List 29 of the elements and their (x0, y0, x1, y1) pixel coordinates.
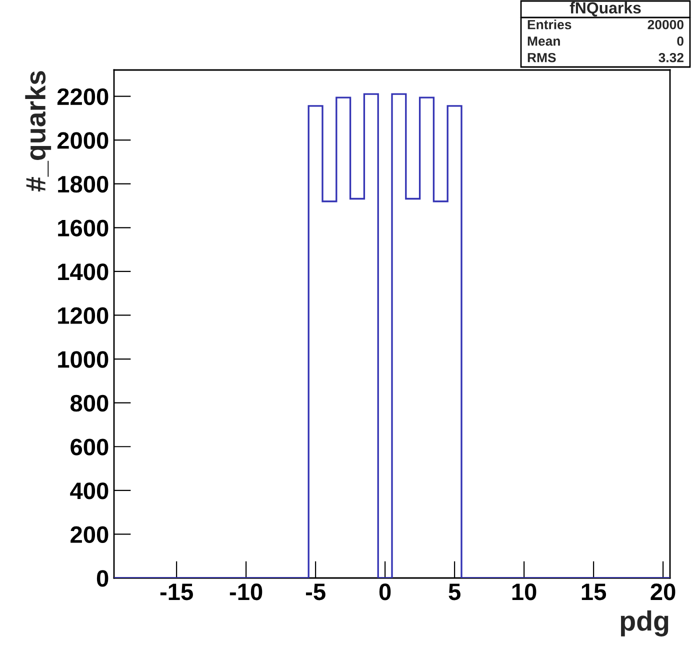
y-tick-label: 0 (96, 570, 108, 587)
y-tick-label: 1400 (58, 264, 108, 280)
x-axis-title: pdg (620, 610, 668, 636)
y-tick-label: 1600 (58, 220, 108, 236)
text: 3.32 (658, 52, 684, 62)
x-tick-label: 5 (448, 584, 460, 600)
y-tick-label: 1000 (58, 351, 108, 368)
y-tick-label: 1800 (58, 176, 108, 193)
x-tick-label: 15 (582, 584, 606, 600)
text: Mean (528, 36, 560, 46)
chart-title: fNQuarks (570, 2, 641, 17)
x-tick-label: -5 (306, 584, 326, 600)
x-tick-label: 20 (650, 583, 676, 600)
x-tick-label: 10 (512, 583, 536, 600)
x-tick-label: -10 (230, 583, 262, 600)
x-tick-label: -15 (160, 584, 193, 600)
text: Entries (528, 20, 572, 30)
y-tick-label: 2000 (57, 132, 108, 149)
y-axis-title: #_quarks (25, 71, 52, 192)
y-tick-label: 200 (70, 526, 108, 543)
y-tick-label: 1200 (58, 307, 108, 324)
x-tick-label: 0 (379, 583, 391, 600)
y-tick-label: 600 (70, 438, 108, 456)
y-tick-label: 800 (70, 394, 108, 412)
text: RMS (528, 52, 556, 62)
y-tick-label: 400 (70, 482, 108, 500)
text: 20000 (648, 20, 684, 30)
y-tick-label: 2200 (57, 88, 108, 106)
text: 0 (677, 36, 684, 46)
